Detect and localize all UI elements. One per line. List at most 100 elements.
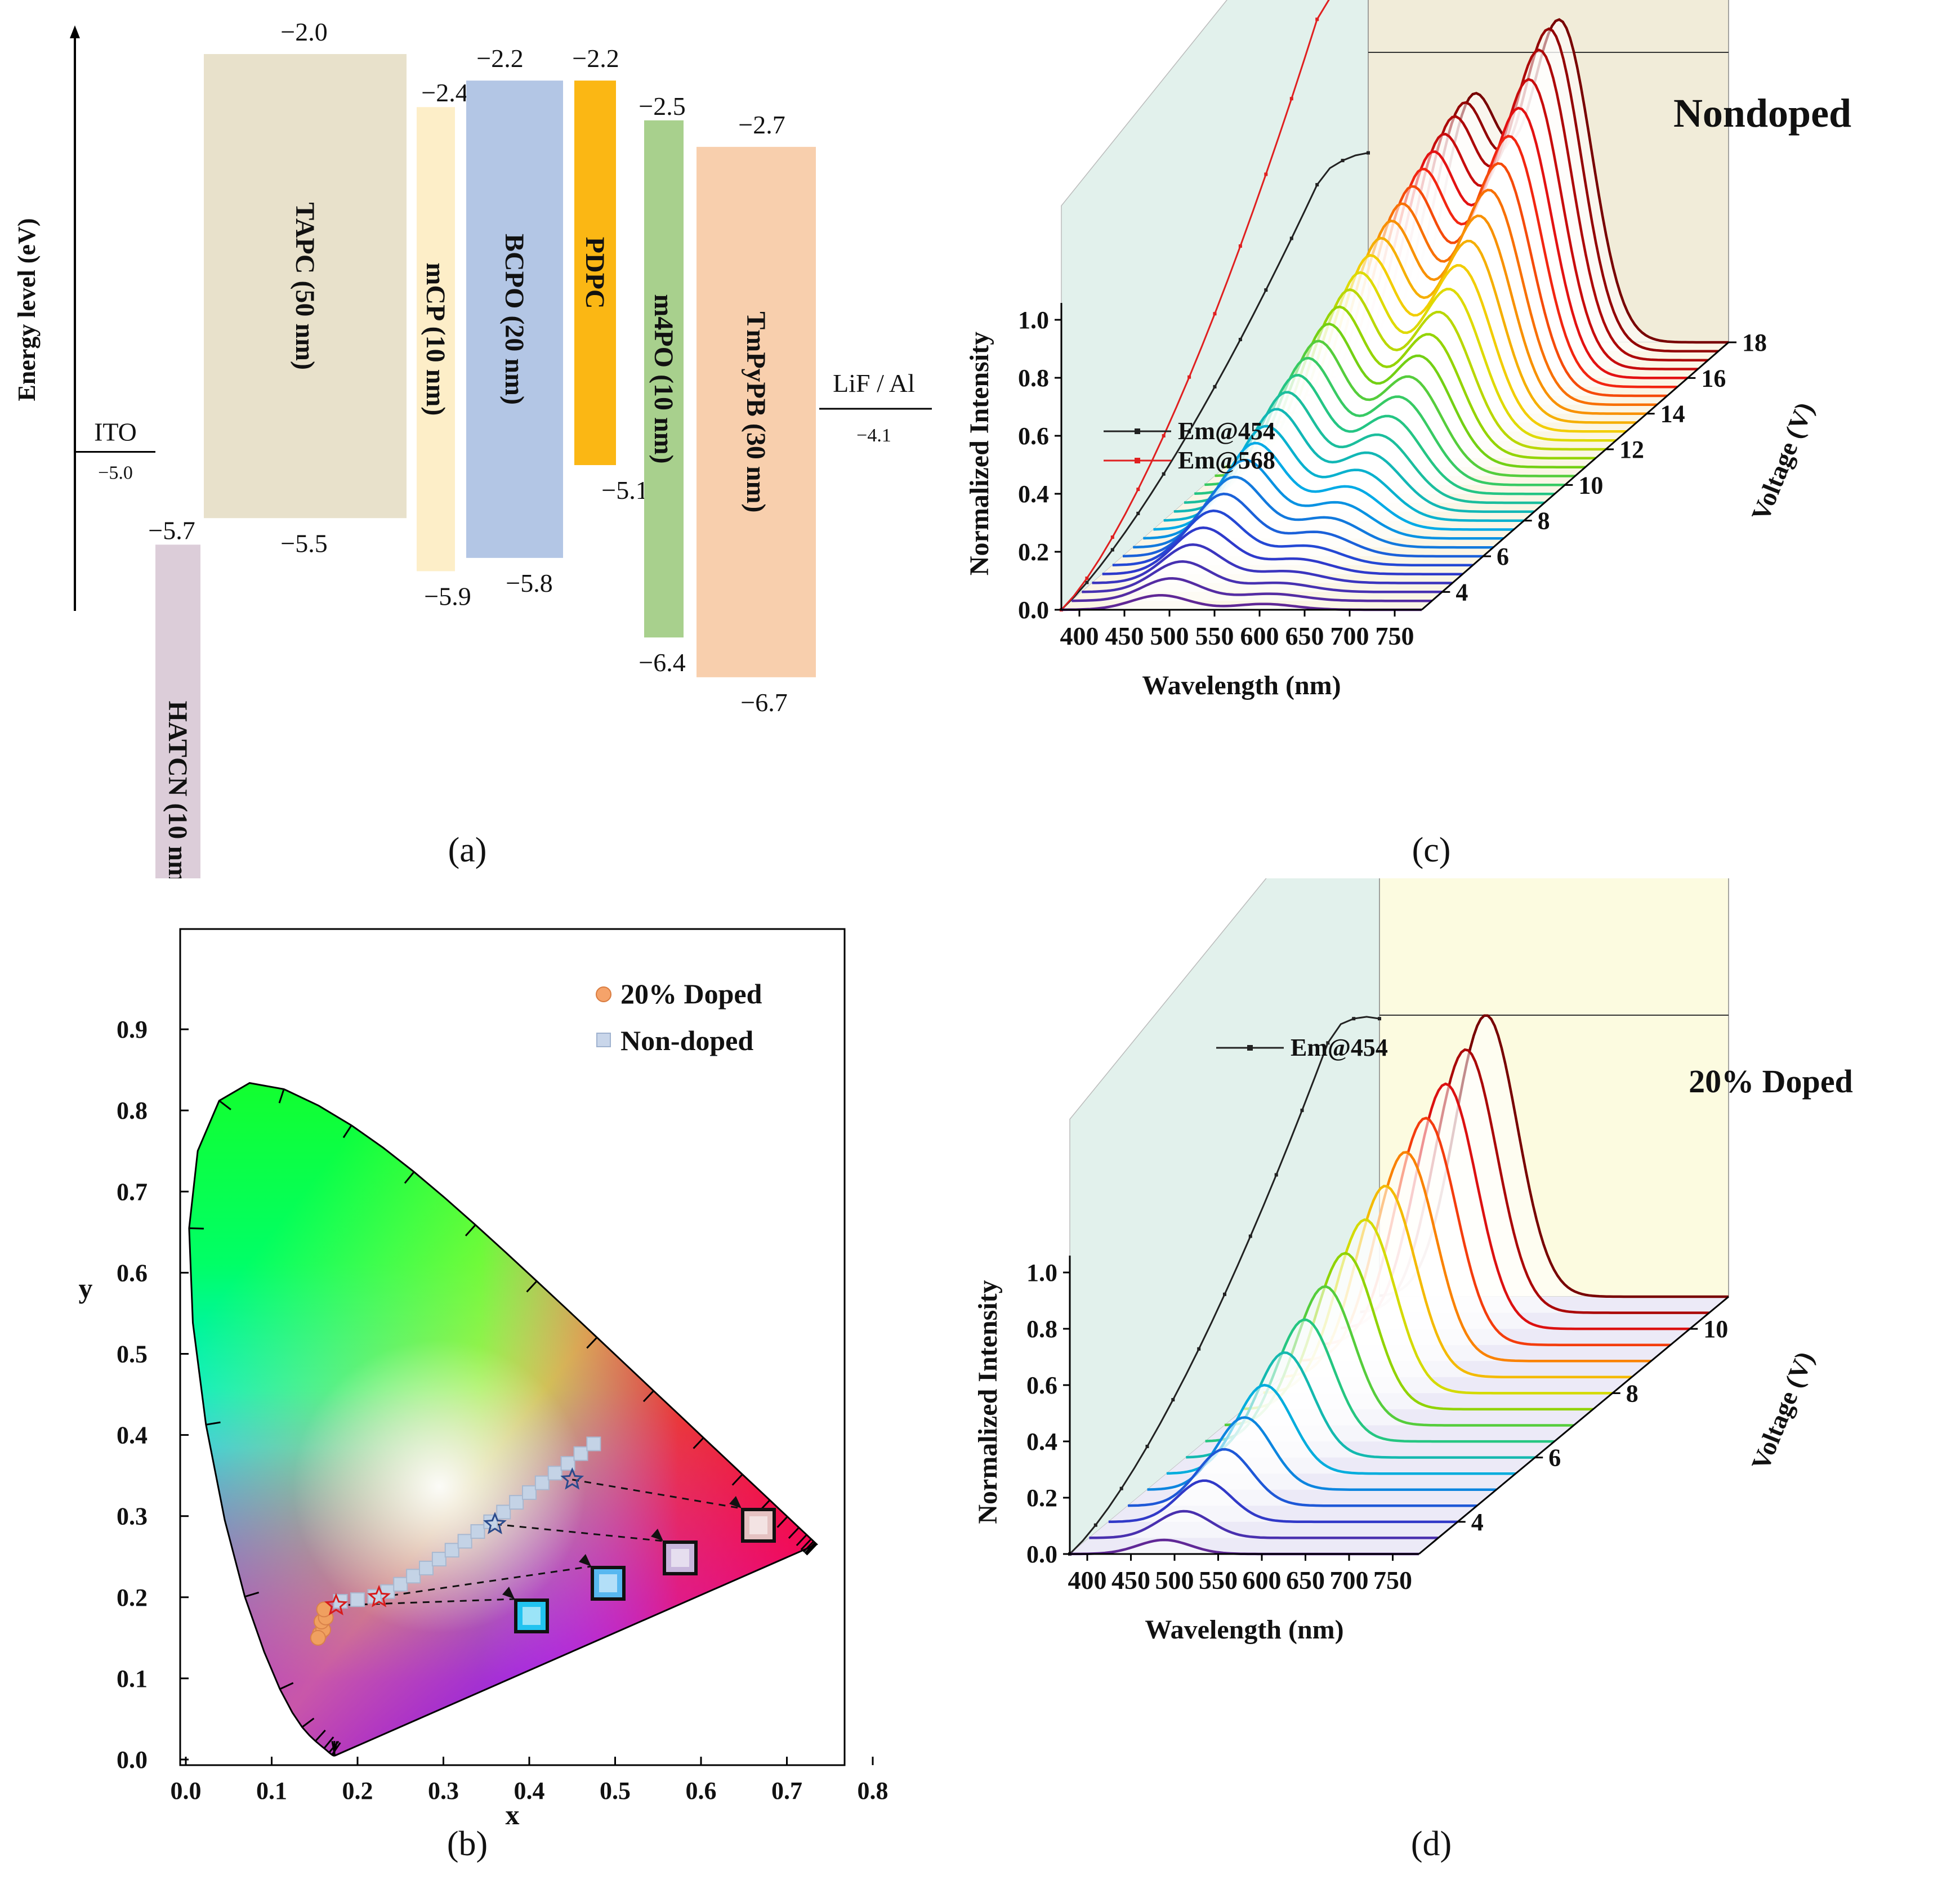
panel-a-energy-diagram: Energy level (eV) HATCN (10 nm)−5.7−9.5T… [0, 0, 957, 878]
z-tick-label: 6 [1548, 1444, 1561, 1472]
layer-box [644, 120, 684, 638]
legend-marker-doped [596, 986, 611, 1002]
color-swatch-glow [599, 1574, 617, 1592]
locus-tick [806, 1543, 818, 1556]
locus-tick [279, 1682, 294, 1690]
x-tick-label: 450 [1105, 622, 1144, 650]
z-axis-title: Voltage (V) [1745, 398, 1819, 525]
legend-marker-nondoped [596, 1033, 611, 1047]
locus-tick [465, 1224, 476, 1236]
lumo-value: −2.2 [572, 44, 619, 73]
monitor-marker [1085, 580, 1089, 584]
legend-marker [1135, 428, 1140, 434]
layer-box [574, 81, 616, 466]
cie-arrow [572, 1479, 742, 1510]
monitor-marker [1136, 488, 1140, 492]
spectrum-curve [1082, 560, 1443, 593]
locus-tick [693, 1437, 704, 1449]
homo-value: −5.8 [506, 569, 552, 597]
nondoped-point [350, 1592, 365, 1607]
electrode-group: ITO −5.0 LiF / Al −4.1 [75, 369, 932, 484]
energy-diagram-svg: Energy level (eV) HATCN (10 nm)−5.7−9.5T… [13, 17, 932, 878]
nondoped-point [444, 1543, 459, 1558]
locus-tick [278, 1088, 285, 1104]
x-tick-label: 0.0 [171, 1777, 202, 1805]
monitor-marker [1248, 1234, 1252, 1238]
x-tick-label: 500 [1150, 622, 1189, 650]
layer-name: TmPyPB (30 nm) [741, 311, 771, 512]
x-tick-label: 550 [1195, 622, 1234, 650]
panel-c-nondoped-spectra: (c) 400 450 500 550 600 650 700 750 0.0 0.2 0.4 0.6… [957, 0, 1960, 878]
monitor-marker [1300, 1109, 1304, 1113]
nondoped-point [393, 1577, 408, 1592]
legend-marker [1135, 458, 1140, 463]
nondoped-point [406, 1569, 421, 1584]
nondoped-point [586, 1436, 601, 1452]
y-tick-label: 0.0 [1026, 1540, 1057, 1568]
panel-label-b: (b) [447, 1825, 488, 1863]
locus-tick [189, 1227, 204, 1230]
locus-tick [328, 1740, 340, 1753]
monitor-marker [1341, 159, 1345, 163]
panel-label-a: (a) [448, 831, 487, 869]
x-tick-label: 0.4 [514, 1777, 545, 1805]
locus-tick [642, 1390, 654, 1403]
nondoped-point [509, 1495, 524, 1510]
nondoped-point [496, 1504, 511, 1520]
layer-group: HATCN (10 nm)−5.7−9.5TAPC (50 nm)−2.0−5.… [148, 17, 816, 878]
lumo-value: −2.2 [476, 44, 523, 73]
layer-name: BCPO (20 nm) [499, 234, 529, 405]
spectrum-curve [1128, 1448, 1477, 1507]
panel-d-doped-spectra: (d) 400 450 500 550 600 650 700 750 0.0 0.2 0.4 0.6… [957, 878, 1960, 1880]
color-swatch-glow [523, 1607, 541, 1625]
cie-arrow [378, 1565, 592, 1598]
monitor-marker [1187, 375, 1191, 379]
locus-tick [342, 1124, 352, 1138]
lumo-value: −2.4 [421, 78, 468, 107]
b-xlabel: x [506, 1799, 520, 1830]
locus-tick [800, 1538, 812, 1551]
monitor-marker [1264, 172, 1268, 176]
z-tick-label: 10 [1578, 471, 1603, 499]
layer-box [155, 544, 200, 878]
cie-arrowhead [651, 1529, 663, 1541]
monitor-marker [1213, 312, 1217, 316]
ito-value: −5.0 [98, 463, 133, 484]
locus-tick [776, 1516, 788, 1528]
panel-label-d: (d) [1411, 1825, 1452, 1863]
locus-tick [788, 1526, 800, 1539]
y-tick-label: 0.6 [1018, 422, 1049, 450]
lif-name: LiF / Al [833, 369, 915, 398]
x-tick-label: 0.3 [428, 1777, 459, 1805]
locus-tick [804, 1542, 816, 1554]
locus-tick [796, 1534, 807, 1546]
monitor-marker [1093, 1523, 1097, 1527]
x-tick-label: 600 [1240, 622, 1279, 650]
layer-name: mCP (10 nm) [421, 262, 450, 416]
y-tick-label: 0.2 [1026, 1484, 1057, 1512]
monitor-marker [1367, 151, 1370, 155]
y-tick-label: 0.0 [1018, 596, 1049, 624]
x-tick-label: 500 [1155, 1566, 1194, 1595]
cie-legend: 20% Doped Non-doped [596, 978, 762, 1056]
ito-name: ITO [94, 418, 137, 446]
lumo-value: −2.0 [280, 17, 327, 46]
plot-frame [179, 928, 846, 1766]
x-axis-title: Wavelength (nm) [1142, 671, 1341, 700]
x-tick-label: 650 [1286, 1566, 1325, 1595]
nondoped-point [547, 1466, 562, 1481]
x-tick-label: 400 [1060, 622, 1099, 650]
lumo-value: −2.7 [738, 110, 785, 139]
x-tick-label: 0.2 [342, 1777, 373, 1805]
monitor-marker [1289, 97, 1293, 101]
y-tick-label: 0.7 [117, 1178, 148, 1205]
panel-b-cie-diagram: 0.0 0.1 0.2 0.3 0.4 0.5 0.6 0.7 0.8 0.0 0.1 0.2 0.3 0… [0, 878, 957, 1880]
x-tick-label: 550 [1199, 1566, 1238, 1595]
z-axis-title: Voltage (V) [1745, 1347, 1819, 1474]
energy-axis-arrowhead [70, 25, 80, 38]
nondoped-point [457, 1534, 472, 1549]
z-tick-label: 8 [1538, 507, 1550, 535]
layer-name: TAPC (50 nm) [290, 202, 320, 370]
homo-value: −6.4 [639, 648, 685, 677]
spectrum-curve [1102, 526, 1463, 575]
